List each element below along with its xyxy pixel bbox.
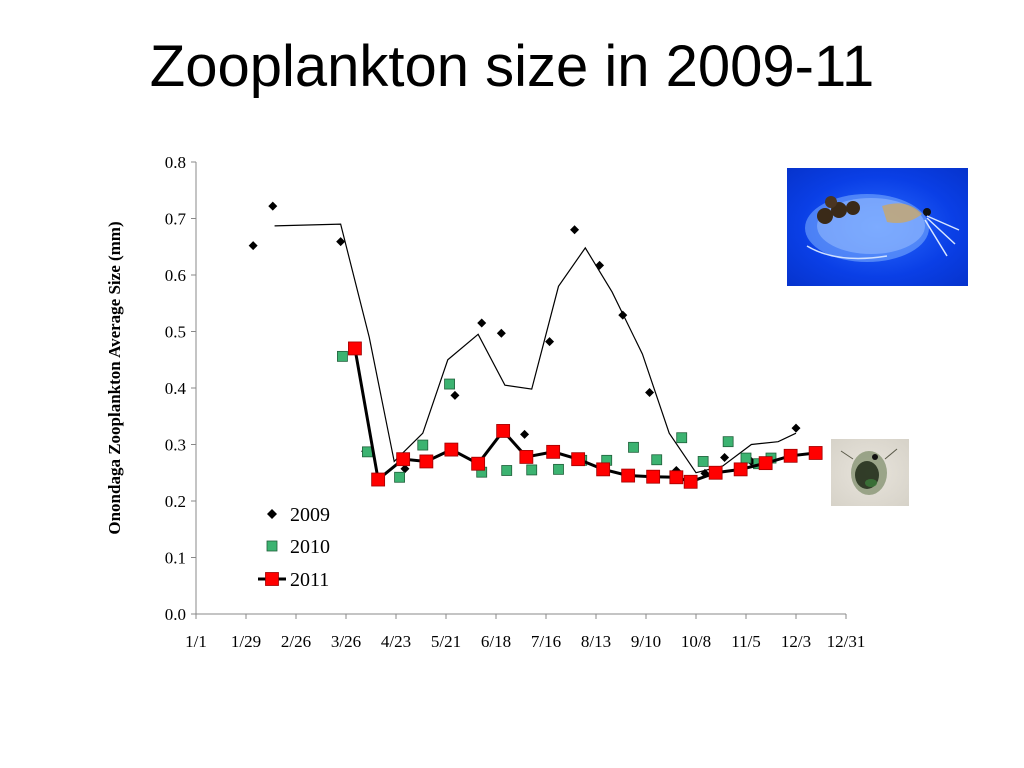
- series-2009-point: [450, 390, 460, 400]
- series-2010-point: [722, 436, 734, 448]
- series-2009-point: [400, 464, 410, 474]
- series-2011-point: [758, 456, 773, 471]
- y-axis-title: Onondaga Zooplankton Average Size (mm): [105, 221, 124, 534]
- x-tick-label: 10/8: [681, 632, 711, 651]
- series-2011-point: [596, 462, 611, 477]
- y-tick-label: 0.4: [165, 379, 187, 398]
- x-tick-label: 8/13: [581, 632, 611, 651]
- series-2010-point: [417, 439, 429, 451]
- series-2011-point: [496, 424, 511, 438]
- series-2009-point: [570, 225, 580, 235]
- series-2010-point: [362, 446, 373, 458]
- y-tick-label: 0.7: [165, 210, 187, 229]
- series-2011-point: [669, 470, 684, 485]
- series-2009-point: [645, 388, 655, 398]
- series-2011-point: [396, 452, 411, 467]
- x-tick-label: 7/16: [531, 632, 561, 651]
- series-2009-point: [336, 237, 346, 247]
- x-tick-label: 11/5: [731, 632, 761, 651]
- x-tick-label: 4/23: [381, 632, 411, 651]
- legend-2011-marker: [265, 572, 279, 586]
- series-2011-point: [519, 450, 534, 464]
- x-tick-label: 1/1: [185, 632, 207, 651]
- legend-2009-label: 2009: [290, 504, 330, 526]
- x-tick-label: 6/18: [481, 632, 511, 651]
- series-2009-point: [545, 337, 555, 347]
- y-tick-label: 0.0: [165, 605, 186, 624]
- series-2011-point: [708, 465, 723, 480]
- y-tick-label: 0.6: [165, 266, 186, 285]
- series-2010-point: [553, 463, 564, 475]
- series-2011-point: [419, 454, 434, 469]
- y-tick-label: 0.1: [165, 549, 186, 568]
- series-2009-point: [720, 452, 730, 462]
- series-2010-point: [740, 452, 752, 464]
- series-2009-point: [791, 423, 801, 433]
- x-tick-label: 12/3: [781, 632, 811, 651]
- series-2011-point: [683, 474, 698, 489]
- series-2011-point: [783, 448, 798, 463]
- series-2009-point: [248, 241, 258, 251]
- series-2010-point: [628, 441, 639, 453]
- series-2011-point: [646, 469, 661, 484]
- x-tick-label: 1/29: [231, 632, 261, 651]
- chart-axes: 0.0 0.1 0.2 0.3 0.4 0.5 0.6 0.7 0.8 1/1 1/29 2/26 3/…: [105, 153, 865, 651]
- x-tick-label: 3/26: [331, 632, 361, 651]
- chart-marks: [248, 201, 823, 489]
- series-2009-trendline: [274, 223, 797, 474]
- series-2009-point: [618, 310, 628, 320]
- series-2010-point: [444, 378, 455, 390]
- series-2011-point: [471, 456, 486, 471]
- series-2009-point: [520, 429, 530, 439]
- series-2010-point: [501, 465, 513, 476]
- series-2011-point: [444, 442, 459, 457]
- series-2009-point: [268, 201, 278, 211]
- series-2010-point: [676, 432, 688, 444]
- x-tick-label: 12/31: [827, 632, 866, 651]
- series-2009-point: [496, 328, 506, 338]
- y-tick-label: 0.5: [165, 323, 186, 342]
- series-2011-point: [808, 446, 823, 460]
- series-2010-point: [394, 471, 405, 483]
- legend-2011-label: 2011: [290, 569, 329, 591]
- series-2011-point: [733, 462, 748, 477]
- slide-title: Zooplankton size in 2009-11: [149, 34, 875, 99]
- y-tick-label: 0.2: [165, 492, 186, 511]
- series-2011-point: [348, 341, 362, 356]
- x-tick-label: 9/10: [631, 632, 661, 651]
- series-2010-point: [526, 464, 538, 476]
- legend-2009-marker: [267, 509, 277, 519]
- series-2009-point: [595, 260, 605, 270]
- x-tick-label: 5/21: [431, 632, 461, 651]
- series-2011-point: [571, 452, 586, 467]
- series-2010-point: [651, 454, 663, 466]
- series-2009-point: [477, 318, 487, 328]
- series-2010-point: [337, 350, 348, 362]
- legend-2010-marker: [266, 540, 278, 552]
- series-2011-point: [546, 444, 561, 459]
- series-2011-point: [621, 468, 636, 483]
- series-2011-point: [371, 472, 386, 487]
- series-2010-point: [697, 456, 709, 467]
- y-tick-label: 0.3: [165, 436, 186, 455]
- legend-2010-label: 2010: [290, 536, 330, 558]
- daphnia-photo: [787, 168, 968, 286]
- copepod-photo: [831, 439, 909, 506]
- x-tick-label: 2/26: [281, 632, 311, 651]
- y-tick-label: 0.8: [165, 153, 186, 172]
- chart-legend: 2009 2010 2011: [258, 504, 330, 591]
